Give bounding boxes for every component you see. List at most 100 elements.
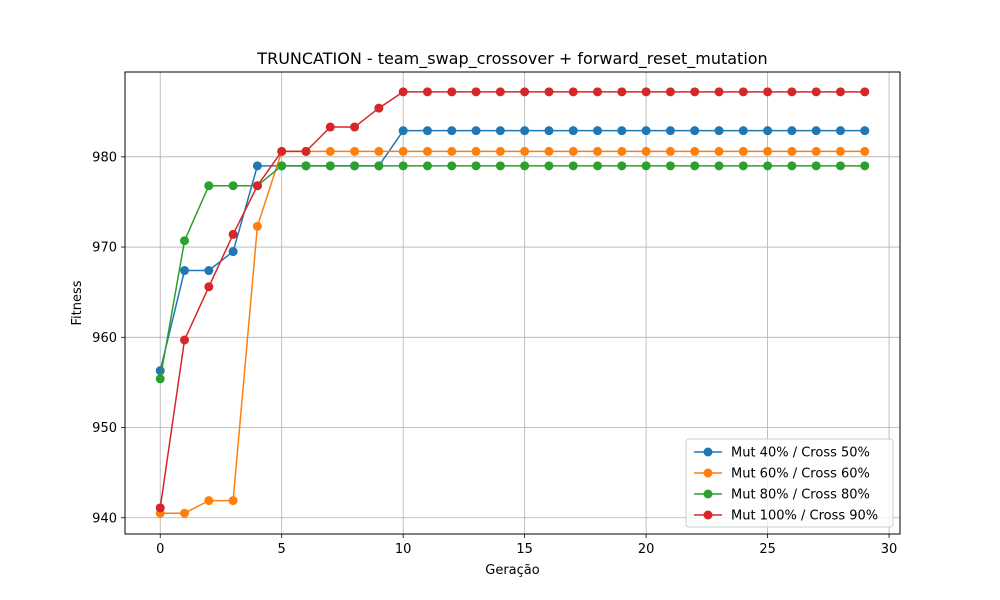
series-4 [155, 87, 870, 513]
data-point [155, 366, 165, 376]
legend-label: Mut 60% / Cross 60% [731, 467, 870, 482]
data-point [180, 236, 190, 246]
data-point [690, 161, 700, 171]
data-point [350, 146, 360, 156]
data-point [398, 161, 408, 171]
data-point [422, 146, 432, 156]
data-point [763, 126, 773, 136]
data-point [568, 146, 578, 156]
x-tick-label: 5 [278, 542, 286, 557]
x-tick-label: 30 [881, 542, 898, 557]
data-point [544, 146, 554, 156]
legend-marker [703, 510, 713, 520]
series-layer [155, 87, 870, 518]
data-point [811, 87, 821, 97]
x-tick-label: 25 [759, 542, 776, 557]
data-point [617, 161, 627, 171]
data-point [447, 87, 457, 97]
data-point [860, 87, 870, 97]
data-point [787, 87, 797, 97]
data-point [738, 87, 748, 97]
data-point [204, 266, 214, 276]
data-point [544, 126, 554, 136]
data-point [690, 126, 700, 136]
data-point [763, 87, 773, 97]
data-point [325, 161, 335, 171]
y-tick-label: 950 [92, 421, 117, 436]
data-point [422, 161, 432, 171]
data-point [860, 161, 870, 171]
data-point [714, 161, 724, 171]
data-point [374, 146, 384, 156]
data-point [568, 161, 578, 171]
data-point [325, 122, 335, 132]
x-tick-label: 10 [395, 542, 412, 557]
data-point [835, 87, 845, 97]
data-point [374, 103, 384, 113]
data-point [447, 126, 457, 136]
data-point [252, 221, 262, 231]
data-point [155, 374, 165, 384]
data-point [180, 335, 190, 345]
data-point [447, 146, 457, 156]
data-point [252, 161, 262, 171]
data-point [204, 496, 214, 506]
data-point [277, 161, 287, 171]
data-point [520, 146, 530, 156]
series-3 [155, 161, 870, 384]
data-point [738, 161, 748, 171]
data-point [787, 161, 797, 171]
legend-marker [703, 468, 713, 478]
y-tick-label: 940 [92, 511, 117, 526]
data-point [520, 161, 530, 171]
data-point [593, 87, 603, 97]
data-point [228, 247, 238, 257]
data-point [471, 87, 481, 97]
data-point [544, 161, 554, 171]
data-point [350, 122, 360, 132]
data-point [495, 146, 505, 156]
data-point [544, 87, 554, 97]
data-point [690, 146, 700, 156]
data-point [277, 146, 287, 156]
x-tick-label: 15 [516, 542, 533, 557]
data-point [835, 146, 845, 156]
data-point [471, 161, 481, 171]
data-point [738, 146, 748, 156]
data-point [665, 161, 675, 171]
data-point [860, 126, 870, 136]
data-point [593, 146, 603, 156]
legend-marker [703, 489, 713, 499]
axis-ticks: 0 5 10 15 20 25 30 940 950 960 970 980 [92, 150, 897, 557]
data-point [641, 161, 651, 171]
data-point [495, 87, 505, 97]
x-axis-label: Geração [485, 563, 539, 578]
data-point [641, 87, 651, 97]
data-point [665, 87, 675, 97]
data-point [520, 126, 530, 136]
y-tick-label: 980 [92, 150, 117, 165]
data-point [471, 146, 481, 156]
data-point [204, 181, 214, 191]
data-point [787, 126, 797, 136]
data-point [860, 146, 870, 156]
legend-box [685, 438, 894, 528]
data-point [714, 126, 724, 136]
data-point [495, 126, 505, 136]
data-point [811, 161, 821, 171]
data-point [811, 126, 821, 136]
data-point [180, 508, 190, 518]
data-point [593, 161, 603, 171]
data-point [422, 87, 432, 97]
chart-title: TRUNCATION - team_swap_crossover + forwa… [256, 49, 767, 69]
data-point [398, 126, 408, 136]
data-point [738, 126, 748, 136]
data-point [471, 126, 481, 136]
data-point [714, 146, 724, 156]
data-point [228, 181, 238, 191]
data-point [325, 146, 335, 156]
data-point [665, 146, 675, 156]
plot-frame [124, 71, 901, 535]
data-point [641, 146, 651, 156]
data-point [301, 146, 311, 156]
